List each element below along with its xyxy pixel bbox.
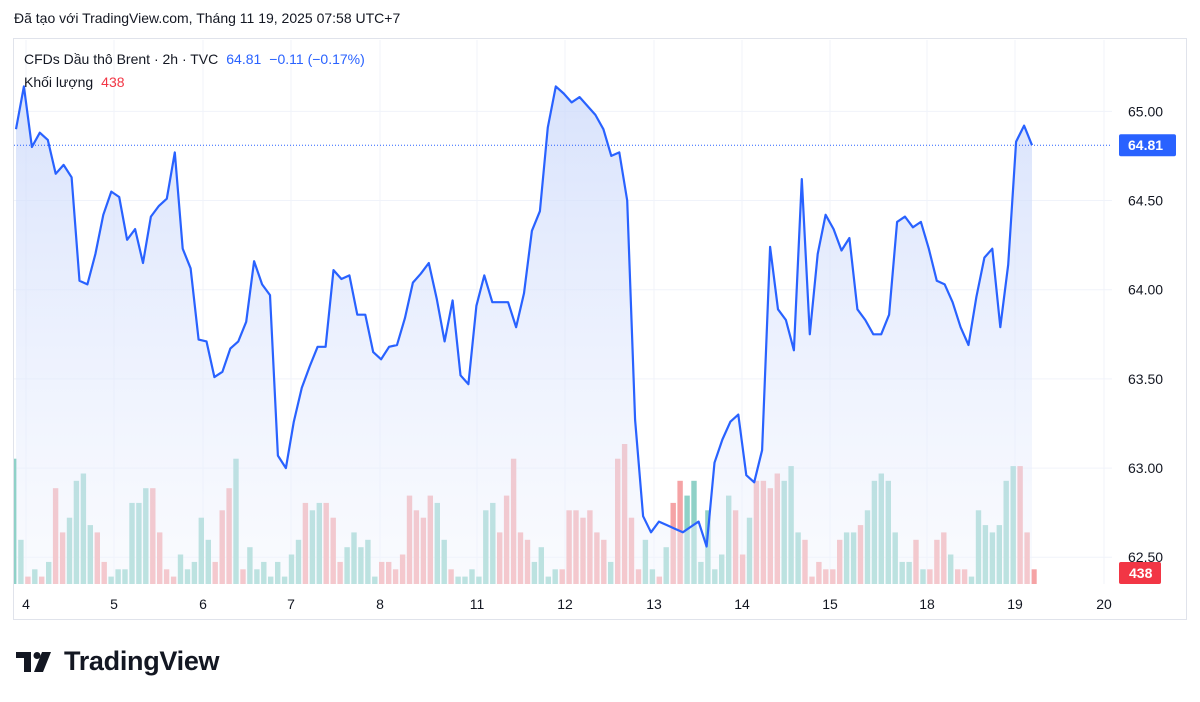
x-tick-label: 8 xyxy=(376,596,384,612)
price-change: −0.11 (−0.17%) xyxy=(269,51,365,67)
volume-bar xyxy=(1031,569,1037,584)
price-area xyxy=(16,86,1032,584)
chart-frame xyxy=(13,38,1187,620)
last-price-badge-label: 64.81 xyxy=(1128,137,1163,153)
y-tick-label: 63.00 xyxy=(1128,460,1163,476)
tradingview-logo[interactable]: TradingView xyxy=(16,646,220,677)
volume-badge-label: 438 xyxy=(1129,565,1153,581)
x-tick-label: 7 xyxy=(287,596,295,612)
volume-badge xyxy=(1119,562,1161,584)
y-tick-label: 64.00 xyxy=(1128,282,1163,298)
volume-row: Khối lượng 438 xyxy=(24,71,365,94)
x-tick-label: 13 xyxy=(646,596,662,612)
symbol-name[interactable]: CFDs Dầu thô Brent · 2h · TVC xyxy=(24,51,219,67)
x-tick-label: 4 xyxy=(22,596,30,612)
x-tick-label: 15 xyxy=(822,596,838,612)
y-tick-label: 63.50 xyxy=(1128,371,1163,387)
volume-bar xyxy=(14,458,17,584)
logo-text: TradingView xyxy=(64,646,220,676)
last-price-badge xyxy=(1119,134,1176,157)
x-tick-label: 19 xyxy=(1007,596,1023,612)
volume-value: 438 xyxy=(101,74,125,90)
y-tick-label: 65.00 xyxy=(1128,103,1163,119)
x-tick-label: 14 xyxy=(734,596,750,612)
chart-caption: Đã tạo với TradingView.com, Tháng 11 19,… xyxy=(14,10,401,26)
price-line xyxy=(14,85,1034,548)
x-tick-label: 12 xyxy=(557,596,573,612)
x-tick-label: 18 xyxy=(919,596,935,612)
y-tick-label: 62.50 xyxy=(1128,549,1163,565)
x-tick-label: 5 xyxy=(110,596,118,612)
chart-legend: CFDs Dầu thô Brent · 2h · TVC 64.81 −0.11 … xyxy=(24,48,365,94)
x-tick-label: 20 xyxy=(1096,596,1112,612)
x-tick-label: 11 xyxy=(470,596,485,612)
symbol-row: CFDs Dầu thô Brent · 2h · TVC 64.81 −0.11 … xyxy=(24,48,365,71)
last-price: 64.81 xyxy=(226,51,262,67)
x-tick-label: 6 xyxy=(199,596,207,612)
y-tick-label: 64.50 xyxy=(1128,193,1163,209)
volume-label[interactable]: Khối lượng xyxy=(24,74,94,90)
tradingview-logo-icon xyxy=(16,651,51,672)
